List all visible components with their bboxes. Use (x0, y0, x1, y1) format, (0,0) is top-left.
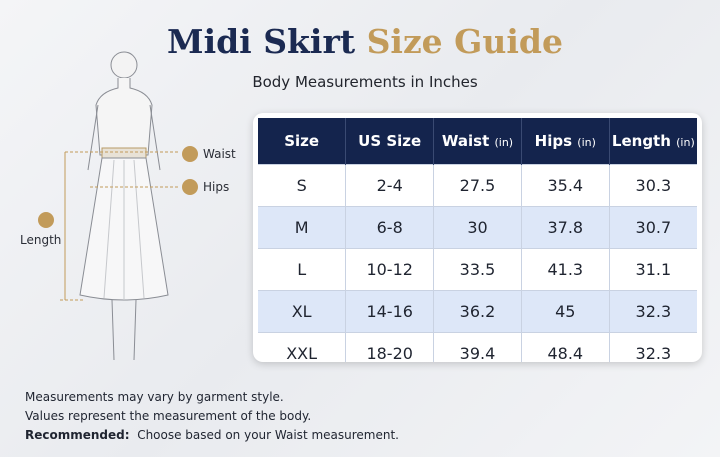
table-cell: 30.7 (609, 206, 697, 249)
table-cell: 41.3 (521, 248, 610, 291)
column-header: Size (258, 118, 347, 165)
note: Measurements may vary by garment style. (25, 390, 284, 404)
table-cell: 32.3 (609, 332, 697, 362)
table-cell: 39.4 (433, 332, 522, 362)
table-cell: 14-16 (345, 290, 435, 333)
title: Midi Skirt Size Guide (0, 22, 720, 61)
column-unit: (in) (577, 136, 596, 149)
table-cell: 30 (433, 206, 522, 249)
table-cell: 45 (521, 290, 610, 333)
notes: Measurements may vary by garment style. … (25, 388, 399, 445)
column-label: Waist (441, 132, 490, 150)
column-label: Hips (534, 132, 573, 150)
table-cell: 30.3 (609, 164, 697, 207)
column-label: Size (284, 132, 320, 150)
column-header: US Size (345, 118, 435, 165)
table-cell: XL (258, 290, 347, 333)
table-cell: 37.8 (521, 206, 610, 249)
table-row: XL 14-16 36.2 45 32.3 (258, 290, 697, 333)
table-cell: 10-12 (345, 248, 435, 291)
table-cell: XXL (258, 332, 347, 362)
skirt-figure (38, 51, 198, 361)
column-header: Waist (in) (433, 118, 522, 165)
table-cell: 27.5 (433, 164, 522, 207)
column-header: Hips (in) (521, 118, 610, 165)
recommended-text: Choose based on your Waist measurement. (137, 428, 399, 442)
size-table: Size US Size Waist (in) Hips (in) Length (in… (258, 118, 697, 362)
column-label: Length (611, 132, 671, 150)
column-unit: (in) (494, 136, 514, 149)
table-cell: 36.2 (433, 290, 522, 333)
table-row: XXL 18-20 39.4 48.4 32.3 (258, 332, 697, 362)
table-cell: 6-8 (345, 206, 435, 249)
table-cell: 2-4 (345, 164, 435, 207)
table-cell: M (258, 206, 347, 249)
title-main: Midi Skirt (167, 22, 356, 61)
waist-label: Waist (203, 147, 236, 161)
recommended-label: Recommended: (25, 428, 130, 442)
column-unit: (in) (676, 136, 695, 149)
table-row: M 6-8 30 37.8 30.7 (258, 206, 697, 249)
recommendation: Recommended: Choose based on your Waist … (25, 426, 399, 445)
table-cell: S (258, 164, 347, 207)
hips-label: Hips (203, 180, 230, 194)
subtitle: Body Measurements in Inches (252, 73, 478, 91)
column-label: US Size (358, 132, 422, 150)
table-row: S 2-4 27.5 35.4 30.3 (258, 164, 697, 207)
note: Values represent the measurement of the … (25, 409, 312, 423)
table-cell: 48.4 (521, 332, 610, 362)
length-label: Length (20, 233, 62, 247)
title-accent: Size Guide (366, 22, 563, 61)
column-header: Length (in) (609, 118, 697, 165)
table-cell: 18-20 (345, 332, 435, 362)
table-cell: L (258, 248, 347, 291)
table-cell: 32.3 (609, 290, 697, 333)
table-cell: 33.5 (433, 248, 522, 291)
table-cell: 35.4 (521, 164, 610, 207)
table-cell: 31.1 (609, 248, 697, 291)
table-row: L 10-12 33.5 41.3 31.1 (258, 248, 697, 291)
size-table-card: Size US Size Waist (in) Hips (in) Length (in… (253, 113, 702, 362)
